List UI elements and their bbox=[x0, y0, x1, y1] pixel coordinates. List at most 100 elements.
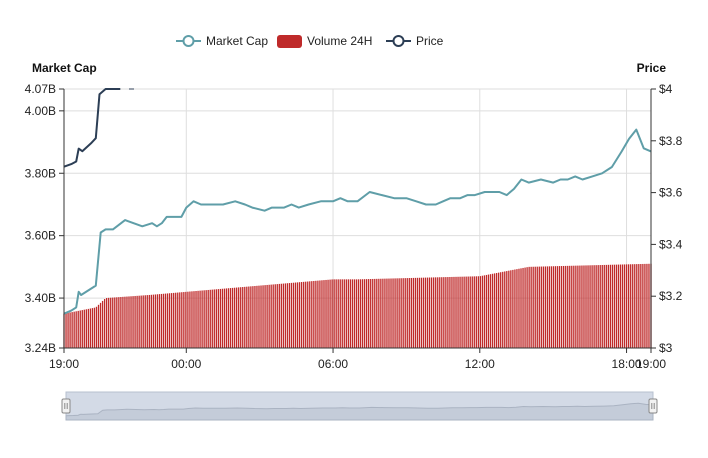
volume-bar bbox=[601, 264, 603, 348]
volume-bar bbox=[136, 295, 138, 348]
volume-bar bbox=[71, 312, 73, 348]
volume-bar bbox=[351, 279, 354, 348]
volume-bar bbox=[154, 294, 157, 348]
volume-bar bbox=[207, 289, 209, 348]
chart-axes: 3.24B 3.40B 3.60B 3.80B 4.00B 4.07B $3 $3.2 $3.4… bbox=[25, 82, 683, 371]
volume-bar bbox=[81, 310, 83, 348]
volume-bar bbox=[75, 311, 77, 348]
volume-bar bbox=[418, 277, 421, 348]
volume-bar bbox=[246, 286, 248, 348]
volume-bar bbox=[583, 265, 585, 348]
volume-bar bbox=[311, 281, 313, 348]
volume-bar bbox=[199, 290, 201, 348]
volume-bar bbox=[504, 271, 506, 348]
volume-bar bbox=[91, 308, 94, 348]
legend-item-volume-24h[interactable]: Volume 24H bbox=[277, 34, 372, 48]
volume-bar bbox=[571, 265, 573, 348]
volume-bar bbox=[642, 263, 644, 348]
volume-bar bbox=[83, 309, 85, 348]
handle-grip bbox=[61, 398, 71, 414]
right-tick-label: $3.4 bbox=[659, 237, 683, 251]
volume-bar bbox=[349, 279, 352, 348]
volume-bar bbox=[589, 265, 591, 348]
volume-bar bbox=[233, 287, 236, 348]
x-tick-label: 06:00 bbox=[318, 357, 348, 371]
volume-bar bbox=[101, 300, 104, 348]
volume-bar bbox=[516, 269, 518, 348]
volume-bar bbox=[361, 279, 364, 348]
volume-bar bbox=[201, 290, 203, 348]
volume-bar bbox=[609, 264, 612, 348]
volume-bar bbox=[347, 279, 350, 348]
volume-bar bbox=[278, 283, 280, 348]
left-tick-label: 4.00B bbox=[25, 104, 56, 118]
volume-bar bbox=[244, 286, 246, 348]
volume-bar bbox=[252, 286, 254, 348]
volume-bar bbox=[560, 266, 563, 348]
volume-bar bbox=[112, 297, 114, 348]
volume-bar bbox=[441, 277, 443, 348]
volume-bar bbox=[303, 281, 305, 348]
volume-bar bbox=[542, 266, 545, 348]
volume-bar bbox=[437, 277, 439, 348]
volume-bar bbox=[579, 265, 581, 348]
volume-bar bbox=[286, 283, 289, 348]
time-range-navigator[interactable] bbox=[61, 391, 658, 421]
legend-item-price[interactable]: Price bbox=[386, 34, 444, 48]
x-tick-label: 12:00 bbox=[465, 357, 495, 371]
volume-bar bbox=[229, 288, 232, 348]
volume-bar bbox=[485, 274, 488, 348]
volume-bar bbox=[97, 304, 100, 348]
volume-bar bbox=[164, 293, 167, 348]
volume-bar bbox=[636, 264, 638, 348]
volume-bar bbox=[508, 270, 510, 348]
volume-bar bbox=[258, 285, 260, 348]
volume-bar bbox=[477, 276, 480, 348]
volume-bar bbox=[638, 264, 640, 348]
volume-bar bbox=[453, 276, 455, 348]
volume-bar bbox=[428, 277, 431, 348]
volume-bar bbox=[567, 265, 569, 348]
volume-bar bbox=[365, 279, 368, 348]
left-tick-label: 4.07B bbox=[25, 82, 56, 96]
volume-bar bbox=[73, 311, 75, 348]
volume-bar bbox=[451, 276, 453, 348]
volume-bar bbox=[162, 293, 165, 348]
volume-bar bbox=[512, 269, 514, 348]
volume-bar bbox=[363, 279, 366, 348]
volume-bar bbox=[374, 278, 376, 348]
volume-bar bbox=[110, 297, 112, 348]
volume-bar bbox=[585, 265, 587, 348]
volume-bar bbox=[536, 266, 538, 348]
volume-bar bbox=[103, 298, 106, 348]
volume-bar bbox=[183, 292, 185, 348]
legend-item-market-cap[interactable]: Market Cap bbox=[176, 34, 268, 48]
right-axis-title: Price bbox=[637, 61, 667, 75]
volume-bar bbox=[510, 270, 512, 348]
volume-bar bbox=[240, 287, 242, 348]
volume-bar bbox=[280, 283, 282, 348]
volume-bar bbox=[398, 278, 400, 348]
legend-marker bbox=[392, 35, 405, 47]
volume-bar bbox=[402, 278, 404, 348]
volume-bar bbox=[300, 282, 303, 348]
volume-bar bbox=[404, 278, 406, 348]
volume-bar bbox=[327, 279, 329, 348]
volume-bar bbox=[625, 264, 628, 348]
navigator-right-handle[interactable] bbox=[648, 398, 658, 414]
volume-bar bbox=[144, 295, 146, 348]
volume-bar bbox=[498, 272, 500, 348]
volume-bar bbox=[528, 266, 530, 348]
volume-bar bbox=[128, 296, 130, 348]
volume-bar bbox=[140, 295, 142, 348]
volume-bar bbox=[422, 277, 425, 348]
navigator-left-handle[interactable] bbox=[61, 398, 71, 414]
volume-bar bbox=[372, 278, 374, 348]
volume-bar bbox=[455, 276, 457, 348]
right-tick-label: $3.6 bbox=[659, 186, 683, 200]
volume-bar bbox=[467, 276, 469, 348]
volume-bar bbox=[185, 291, 187, 348]
volume-bar bbox=[449, 276, 451, 348]
volume-bar bbox=[396, 278, 398, 348]
volume-bar bbox=[473, 276, 475, 348]
